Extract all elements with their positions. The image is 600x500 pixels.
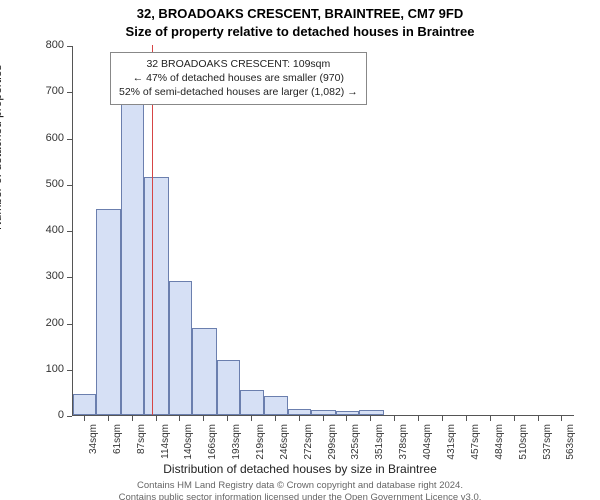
y-tick-label: 800 [4, 39, 64, 51]
x-tick-label: 510sqm [518, 424, 529, 484]
x-tick [514, 416, 515, 421]
x-tick-label: 537sqm [542, 424, 553, 484]
y-tick-label: 600 [4, 132, 64, 144]
x-tick [227, 416, 228, 421]
x-tick [84, 416, 85, 421]
histogram-bar [240, 390, 264, 415]
x-tick-label: 114sqm [160, 424, 171, 484]
x-tick-label: 351sqm [374, 424, 385, 484]
histogram-bar [96, 209, 120, 415]
x-tick [561, 416, 562, 421]
x-tick-label: 563sqm [565, 424, 576, 484]
x-tick [323, 416, 324, 421]
x-tick [490, 416, 491, 421]
x-tick-label: 378sqm [398, 424, 409, 484]
info-line-2: ← 47% of detached houses are smaller (97… [119, 71, 358, 85]
y-tick-label: 700 [4, 85, 64, 97]
y-tick [67, 277, 72, 278]
y-tick [67, 92, 72, 93]
x-tick [394, 416, 395, 421]
histogram-bar [359, 410, 383, 415]
info-box: 32 BROADOAKS CRESCENT: 109sqm ← 47% of d… [110, 52, 367, 105]
histogram-bar [217, 360, 240, 416]
x-tick-label: 325sqm [350, 424, 361, 484]
y-tick [67, 370, 72, 371]
y-tick-label: 0 [4, 409, 64, 421]
y-tick-label: 300 [4, 270, 64, 282]
y-tick [67, 139, 72, 140]
x-tick [203, 416, 204, 421]
x-tick-label: 246sqm [279, 424, 290, 484]
histogram-bar [264, 396, 287, 415]
x-tick [275, 416, 276, 421]
x-tick-label: 431sqm [446, 424, 457, 484]
x-tick [132, 416, 133, 421]
x-tick-label: 193sqm [231, 424, 242, 484]
histogram-bar [192, 328, 216, 415]
y-tick [67, 46, 72, 47]
y-tick [67, 416, 72, 417]
info-line-3: 52% of semi-detached houses are larger (… [119, 85, 358, 99]
x-tick-label: 272sqm [303, 424, 314, 484]
x-tick [346, 416, 347, 421]
y-tick [67, 324, 72, 325]
x-tick-label: 219sqm [255, 424, 266, 484]
title-address: 32, BROADOAKS CRESCENT, BRAINTREE, CM7 9… [0, 6, 600, 21]
chart-container: 32, BROADOAKS CRESCENT, BRAINTREE, CM7 9… [0, 0, 600, 500]
x-tick [156, 416, 157, 421]
histogram-bar [169, 281, 192, 415]
histogram-bar [311, 410, 335, 415]
histogram-bar [73, 394, 96, 415]
copyright-line-2: Contains public sector information licen… [0, 492, 600, 500]
x-tick [466, 416, 467, 421]
x-tick [108, 416, 109, 421]
x-tick [418, 416, 419, 421]
title-subtitle: Size of property relative to detached ho… [0, 24, 600, 39]
y-tick-label: 100 [4, 363, 64, 375]
x-tick-label: 457sqm [470, 424, 481, 484]
histogram-bar [288, 409, 311, 415]
histogram-bar [144, 177, 168, 415]
x-tick-label: 87sqm [136, 424, 147, 484]
x-tick [370, 416, 371, 421]
x-tick [442, 416, 443, 421]
y-tick-label: 500 [4, 178, 64, 190]
x-tick-label: 166sqm [207, 424, 218, 484]
y-tick [67, 231, 72, 232]
histogram-bar [121, 101, 144, 416]
x-tick-label: 34sqm [88, 424, 99, 484]
histogram-bar [336, 411, 359, 415]
y-tick-label: 400 [4, 224, 64, 236]
x-tick-label: 61sqm [112, 424, 123, 484]
x-tick [179, 416, 180, 421]
x-tick-label: 404sqm [422, 424, 433, 484]
x-tick [299, 416, 300, 421]
x-tick-label: 140sqm [183, 424, 194, 484]
x-tick-label: 484sqm [494, 424, 505, 484]
y-tick-label: 200 [4, 317, 64, 329]
info-line-1: 32 BROADOAKS CRESCENT: 109sqm [119, 57, 358, 71]
x-tick [251, 416, 252, 421]
y-tick [67, 185, 72, 186]
x-tick [538, 416, 539, 421]
x-tick-label: 299sqm [327, 424, 338, 484]
